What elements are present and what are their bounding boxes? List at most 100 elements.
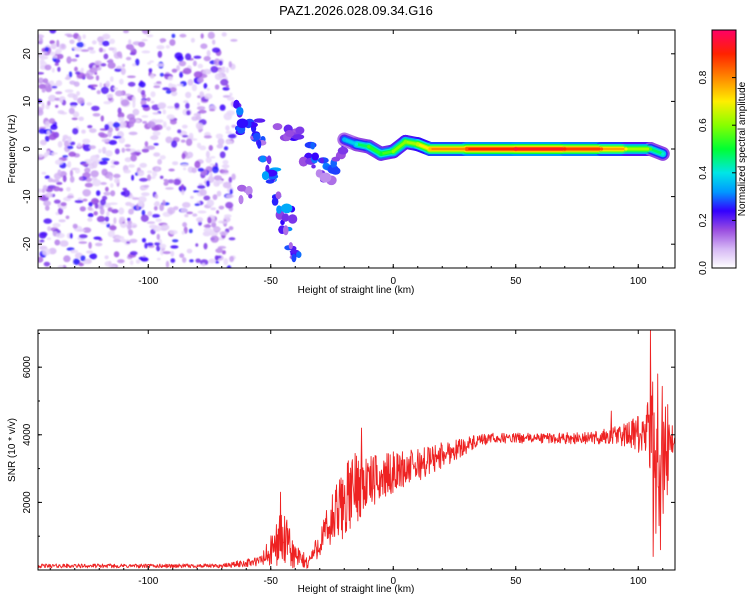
spectrogram-y-tick-label: -10 xyxy=(22,189,33,204)
noise-blob xyxy=(62,155,69,158)
streak-blob xyxy=(288,242,293,250)
noise-blob xyxy=(50,152,58,155)
noise-blob xyxy=(168,168,175,172)
noise-blob xyxy=(130,152,135,156)
noise-blob xyxy=(200,43,208,49)
noise-blob xyxy=(116,51,122,58)
noise-blob xyxy=(38,232,47,239)
noise-blob xyxy=(200,259,209,266)
cluster-blob xyxy=(298,156,309,167)
noise-blob xyxy=(67,145,74,150)
noise-blob xyxy=(170,258,176,263)
noise-blob xyxy=(196,106,206,111)
noise-blob xyxy=(46,130,51,136)
noise-blob xyxy=(149,60,154,63)
noise-blob xyxy=(226,140,234,144)
noise-blob xyxy=(86,102,93,106)
noise-blob xyxy=(94,60,102,66)
colorbar-ticks: 0.0 0.2 0.4 0.6 0.8 xyxy=(698,70,736,275)
noise-blob xyxy=(101,138,110,143)
noise-blob xyxy=(214,73,223,81)
noise-blob xyxy=(68,151,76,157)
noise-blob xyxy=(201,263,206,267)
noise-blob xyxy=(44,175,50,179)
noise-blob xyxy=(152,171,158,177)
noise-blob xyxy=(104,202,111,208)
noise-blob xyxy=(225,125,230,131)
noise-blob xyxy=(149,224,158,229)
noise-blob xyxy=(188,228,193,234)
noise-blob xyxy=(221,220,228,224)
streak-blob xyxy=(266,155,272,165)
ridge-segment xyxy=(367,145,383,156)
noise-blob xyxy=(181,189,185,196)
noise-blob xyxy=(108,202,118,205)
noise-blob xyxy=(86,75,94,80)
noise-blob xyxy=(147,174,151,182)
noise-blob xyxy=(183,167,187,171)
noise-blob xyxy=(41,171,47,175)
noise-blob xyxy=(146,34,154,38)
noise-blob xyxy=(126,75,136,79)
streak-blob xyxy=(236,106,244,116)
ridge-point xyxy=(514,147,518,151)
noise-blob xyxy=(38,109,44,116)
noise-blob xyxy=(128,208,134,215)
colorbar-tick-label: 0.6 xyxy=(698,118,709,132)
noise-blob xyxy=(225,201,234,209)
noise-blob xyxy=(141,104,149,108)
streak-blob xyxy=(259,155,267,163)
noise-blob xyxy=(171,140,178,148)
noise-blob xyxy=(221,169,229,174)
noise-blob xyxy=(223,112,233,121)
noise-blob xyxy=(76,91,80,96)
noise-blob xyxy=(44,135,50,142)
noise-blob xyxy=(43,200,51,207)
noise-blob xyxy=(140,89,146,96)
noise-blob xyxy=(159,243,167,249)
noise-blob xyxy=(150,91,156,98)
noise-blob xyxy=(140,257,149,262)
noise-blob xyxy=(185,138,193,146)
noise-blob xyxy=(163,179,168,182)
noise-blob xyxy=(169,39,176,46)
cluster-blob xyxy=(337,146,349,155)
noise-blob xyxy=(148,68,153,73)
noise-blob xyxy=(38,256,44,263)
noise-blob xyxy=(106,93,114,99)
noise-blob xyxy=(54,239,61,246)
noise-blob xyxy=(162,121,167,128)
noise-blob xyxy=(182,222,188,228)
cluster-blob xyxy=(253,118,266,123)
streak-blob xyxy=(265,179,275,184)
noise-blob xyxy=(203,56,211,62)
noise-blob xyxy=(152,112,160,115)
noise-blob xyxy=(104,216,110,223)
noise-blob xyxy=(129,195,135,199)
noise-blob xyxy=(210,207,217,211)
cluster-blob xyxy=(281,203,293,214)
noise-blob xyxy=(38,37,44,45)
streak-blob xyxy=(296,251,302,258)
noise-blob xyxy=(187,79,194,86)
noise-blob xyxy=(113,135,122,139)
noise-blob xyxy=(55,91,63,95)
noise-blob xyxy=(66,187,71,192)
noise-blob xyxy=(185,91,192,99)
noise-blob xyxy=(167,207,176,215)
noise-blob xyxy=(205,180,210,187)
noise-blob xyxy=(180,139,186,143)
noise-blob xyxy=(69,176,75,183)
noise-blob xyxy=(79,206,86,212)
noise-blob xyxy=(93,236,102,240)
noise-blob xyxy=(217,69,226,74)
noise-blob xyxy=(38,77,44,84)
noise-blob xyxy=(89,253,98,260)
noise-blob xyxy=(185,102,190,110)
noise-blob xyxy=(144,141,149,147)
noise-blob xyxy=(96,90,101,95)
colorbar-gradient xyxy=(711,29,737,269)
noise-blob xyxy=(147,170,153,174)
noise-blob xyxy=(123,169,131,174)
noise-blob xyxy=(221,250,226,255)
